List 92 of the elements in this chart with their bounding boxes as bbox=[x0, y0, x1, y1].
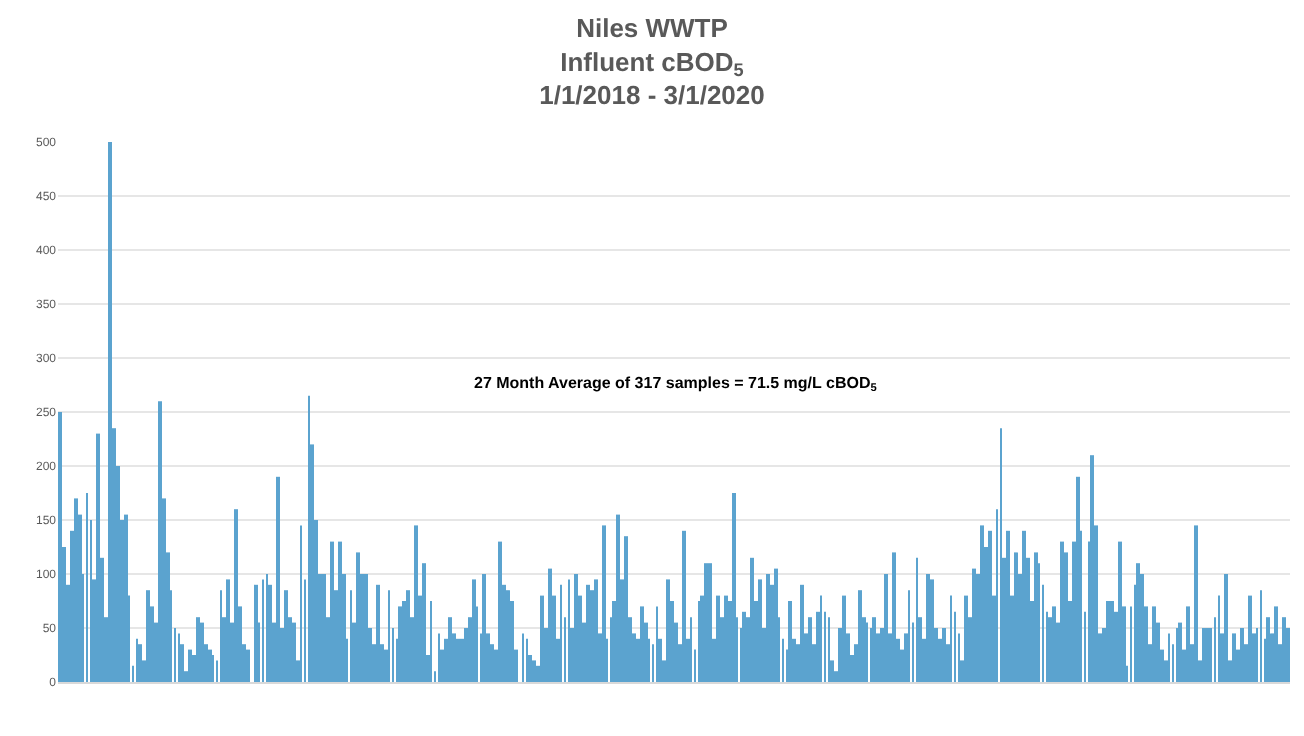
bar bbox=[1060, 541, 1064, 682]
bar bbox=[146, 590, 150, 682]
bar bbox=[376, 584, 380, 682]
bar bbox=[926, 574, 930, 682]
bar bbox=[58, 412, 62, 682]
bar bbox=[422, 563, 426, 682]
bar bbox=[498, 541, 502, 682]
bar bbox=[1266, 617, 1270, 682]
bar bbox=[254, 584, 258, 682]
bar bbox=[200, 622, 204, 682]
bar bbox=[758, 579, 762, 682]
bar bbox=[942, 628, 946, 682]
bar bbox=[1076, 476, 1080, 682]
bar bbox=[884, 574, 888, 682]
bar bbox=[158, 401, 162, 682]
bar bbox=[1240, 628, 1244, 682]
bar bbox=[716, 595, 720, 682]
bar bbox=[616, 514, 620, 682]
bar bbox=[980, 525, 984, 682]
bar bbox=[338, 541, 342, 682]
bar bbox=[414, 525, 418, 682]
bar bbox=[196, 617, 200, 682]
bar bbox=[574, 574, 578, 682]
bar bbox=[602, 525, 606, 682]
bar bbox=[482, 574, 486, 682]
bar bbox=[1248, 595, 1252, 682]
bar bbox=[356, 552, 360, 682]
bar bbox=[1224, 574, 1228, 682]
bar bbox=[586, 584, 590, 682]
bar bbox=[988, 530, 992, 682]
bar bbox=[666, 579, 670, 682]
bar bbox=[800, 584, 804, 682]
bar bbox=[1118, 541, 1122, 682]
bar bbox=[1232, 633, 1236, 682]
bar bbox=[322, 574, 326, 682]
bar bbox=[540, 595, 544, 682]
bar bbox=[138, 644, 142, 682]
bar bbox=[766, 574, 770, 682]
bar bbox=[548, 568, 552, 682]
bar bbox=[624, 536, 628, 682]
bar bbox=[532, 660, 536, 682]
bar bbox=[1274, 606, 1278, 682]
bar bbox=[1014, 552, 1018, 682]
bar bbox=[398, 606, 402, 682]
bar bbox=[742, 611, 746, 682]
bar bbox=[226, 579, 230, 682]
bar bbox=[208, 649, 212, 682]
bar bbox=[472, 579, 476, 682]
bar bbox=[292, 622, 296, 682]
bar bbox=[1106, 601, 1110, 682]
bar bbox=[1186, 606, 1190, 682]
bar bbox=[188, 649, 192, 682]
bar bbox=[108, 142, 112, 682]
bar bbox=[284, 590, 288, 682]
bar bbox=[972, 568, 976, 682]
bar bbox=[234, 509, 238, 682]
bar bbox=[858, 590, 862, 682]
bar bbox=[892, 552, 896, 682]
bar bbox=[594, 579, 598, 682]
bar bbox=[96, 433, 100, 682]
bar bbox=[1152, 606, 1156, 682]
bar bbox=[788, 601, 792, 682]
bar bbox=[808, 617, 812, 682]
bar bbox=[448, 617, 452, 682]
bar bbox=[774, 568, 778, 682]
bar bbox=[930, 579, 934, 682]
annotation: 27 Month Average of 317 samples = 71.5 mg/L cBOD$_{5}$ bbox=[474, 374, 877, 396]
bar bbox=[1194, 525, 1198, 682]
bar bbox=[1136, 563, 1140, 682]
chart-title: Niles WWTP Influent cBOD$_{5}$ 1/1/2018 - 3/1/2020 bbox=[539, 12, 765, 111]
bar bbox=[964, 595, 968, 682]
bar bbox=[708, 563, 712, 682]
bar bbox=[750, 557, 754, 682]
bar bbox=[364, 574, 368, 682]
bar bbox=[1282, 617, 1286, 682]
bar bbox=[124, 514, 128, 682]
bar bbox=[704, 563, 708, 682]
bar bbox=[682, 530, 686, 682]
bar bbox=[246, 649, 250, 682]
bar bbox=[330, 541, 334, 682]
bar bbox=[640, 606, 644, 682]
bar bbox=[406, 590, 410, 682]
bar bbox=[732, 493, 736, 682]
bar bbox=[276, 476, 280, 682]
bar bbox=[1006, 530, 1010, 682]
bar bbox=[1022, 530, 1026, 682]
bar bbox=[842, 595, 846, 682]
bar bbox=[872, 617, 876, 682]
bar bbox=[1090, 455, 1094, 682]
bar bbox=[1178, 622, 1182, 682]
bar bbox=[1034, 552, 1038, 682]
bar bbox=[1202, 628, 1206, 682]
